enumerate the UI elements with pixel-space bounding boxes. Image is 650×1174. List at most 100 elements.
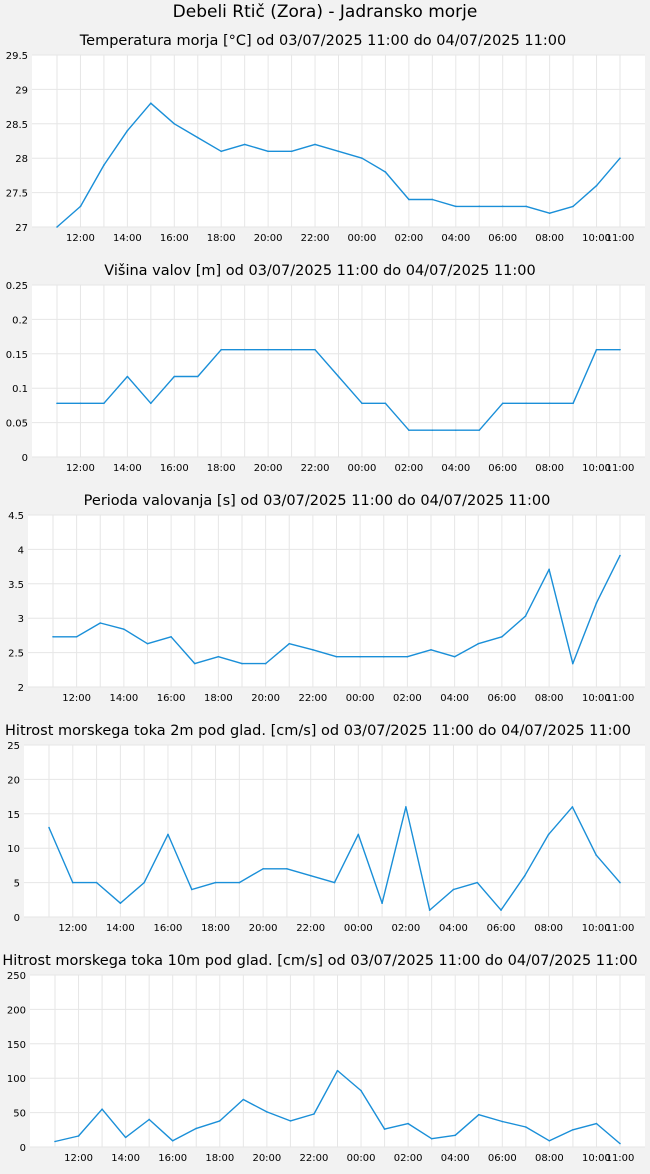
data-point xyxy=(243,143,246,146)
x-tick-label: 16:00 xyxy=(154,923,183,934)
y-tick-label: 0.2 xyxy=(12,315,28,326)
data-point xyxy=(79,205,82,208)
data-point xyxy=(595,184,598,187)
data-point xyxy=(146,642,149,645)
data-point xyxy=(406,655,409,658)
data-point xyxy=(572,1129,574,1131)
data-point xyxy=(150,102,152,104)
data-point xyxy=(266,1111,268,1113)
data-point xyxy=(476,881,479,884)
y-tick-label: 20 xyxy=(7,775,20,786)
y-tick-label: 4.5 xyxy=(8,511,24,522)
data-point xyxy=(214,881,217,884)
y-tick-label: 0.15 xyxy=(6,350,28,361)
data-point xyxy=(217,655,220,658)
data-point xyxy=(548,212,551,215)
x-tick-label: 11:00 xyxy=(606,463,635,474)
data-point xyxy=(548,568,550,571)
data-point xyxy=(286,868,288,870)
y-tick-label: 0.25 xyxy=(6,281,28,292)
x-tick-label: 16:00 xyxy=(160,463,189,474)
data-point xyxy=(262,868,264,870)
x-tick-label: 14:00 xyxy=(106,923,135,934)
data-point xyxy=(524,615,527,617)
data-point xyxy=(381,902,383,905)
data-point xyxy=(595,348,598,351)
data-point xyxy=(241,662,243,665)
data-point xyxy=(405,806,407,808)
x-tick-label: 02:00 xyxy=(394,463,423,474)
x-tick-label: 12:00 xyxy=(66,463,95,474)
x-tick-label: 12:00 xyxy=(62,693,91,704)
data-point xyxy=(595,1122,598,1125)
chart-title: Perioda valovanja [s] od 03/07/2025 11:0… xyxy=(84,493,551,509)
data-point xyxy=(173,123,176,125)
data-point xyxy=(173,375,176,378)
data-point xyxy=(313,1113,315,1115)
chart-wave-period: 2 2.5 3 3.5 4 4.5 12:00 14:00 16:00 18:00 20:00 22:… xyxy=(8,493,645,704)
data-point xyxy=(477,642,480,645)
data-point xyxy=(314,143,316,146)
data-point xyxy=(124,1136,127,1139)
data-point xyxy=(195,1127,198,1130)
x-tick-label: 12:00 xyxy=(66,233,95,244)
x-tick-label: 14:00 xyxy=(113,463,142,474)
data-point xyxy=(382,655,385,658)
data-point xyxy=(309,874,312,877)
data-point xyxy=(428,909,431,911)
x-tick-label: 18:00 xyxy=(207,463,236,474)
y-tick-label: 200 xyxy=(7,1005,26,1016)
data-point xyxy=(333,881,336,884)
x-tick-label: 02:00 xyxy=(394,233,423,244)
data-point xyxy=(56,402,58,405)
data-point xyxy=(478,429,481,431)
data-point xyxy=(238,881,241,884)
data-point xyxy=(454,1134,457,1137)
x-tick-label: 02:00 xyxy=(391,923,420,934)
x-tick-label: 11:00 xyxy=(606,923,635,934)
data-point xyxy=(336,1069,339,1072)
data-point xyxy=(267,150,269,153)
x-tick-label: 11:00 xyxy=(606,233,635,244)
x-tick-label: 08:00 xyxy=(535,1153,564,1164)
x-tick-label: 16:00 xyxy=(157,693,186,704)
y-tick-label: 29 xyxy=(15,85,28,96)
data-point xyxy=(312,649,314,651)
data-point xyxy=(361,157,363,159)
data-point xyxy=(431,429,434,431)
x-tick-label: 11:00 xyxy=(606,1153,635,1164)
data-point xyxy=(452,888,455,891)
data-point xyxy=(500,909,502,911)
data-point xyxy=(619,157,621,159)
y-tick-label: 5 xyxy=(14,879,20,890)
data-point xyxy=(431,198,434,201)
x-tick-label: 04:00 xyxy=(439,923,468,934)
data-point xyxy=(170,635,172,638)
data-point xyxy=(337,150,340,153)
x-tick-label: 11:00 xyxy=(606,693,635,704)
data-point xyxy=(220,348,223,351)
data-point xyxy=(453,655,456,658)
data-point xyxy=(52,635,54,638)
y-tick-label: 27.5 xyxy=(6,189,28,200)
data-point xyxy=(595,602,598,604)
y-tick-label: 3.5 xyxy=(8,580,24,591)
x-tick-label: 00:00 xyxy=(348,463,377,474)
x-tick-label: 10:00 xyxy=(582,923,611,934)
data-point xyxy=(103,164,105,166)
data-point xyxy=(524,874,526,877)
data-point xyxy=(337,375,340,378)
data-point xyxy=(95,881,98,884)
chart-current-10m: 0 50 100 150 200 250 12:00 14:00 16:00 18:00 20:00… xyxy=(2,953,645,1164)
data-point xyxy=(218,1120,221,1122)
data-point xyxy=(525,205,527,208)
x-tick-label: 10:00 xyxy=(582,693,611,704)
data-point xyxy=(547,833,550,836)
data-point xyxy=(383,1128,386,1130)
data-point xyxy=(264,662,267,665)
x-tick-label: 10:00 xyxy=(582,463,611,474)
x-tick-label: 08:00 xyxy=(535,233,564,244)
data-point xyxy=(454,429,457,431)
x-tick-label: 06:00 xyxy=(487,693,516,704)
